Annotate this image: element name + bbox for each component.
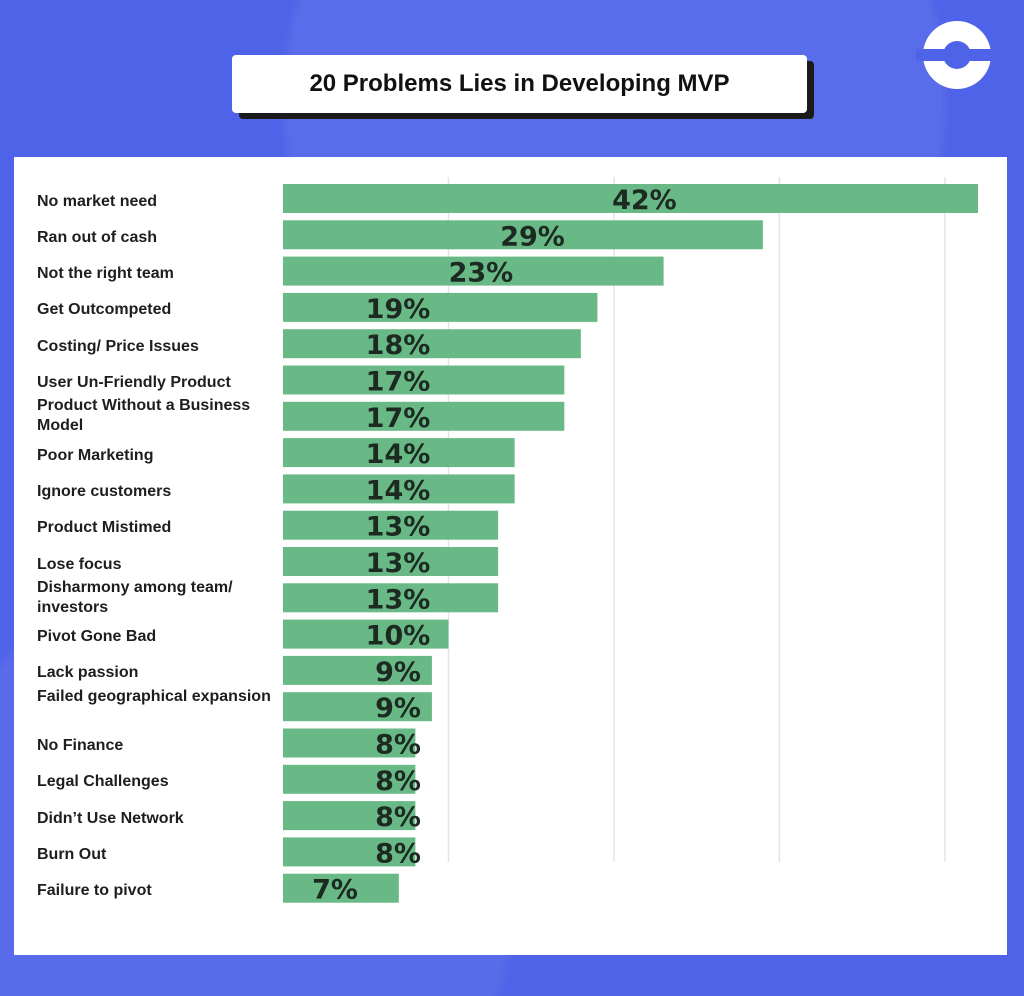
title-banner: 20 Problems Lies in Developing MVP bbox=[232, 55, 807, 113]
bar-4 bbox=[283, 292, 598, 322]
bar-14 bbox=[283, 655, 432, 685]
circle-ring-logo-icon bbox=[916, 21, 998, 89]
category-label-7: Product Without a Business Model bbox=[37, 397, 251, 435]
category-label-3: Not the right team bbox=[37, 265, 174, 283]
bar-value-label-1: 42% bbox=[612, 185, 677, 216]
category-label-13: Pivot Gone Bad bbox=[37, 628, 157, 646]
category-label-16: No Finance bbox=[37, 737, 124, 754]
bar-value-label-18: 8% bbox=[375, 802, 421, 833]
bar-8 bbox=[283, 438, 515, 468]
bar-2 bbox=[283, 220, 763, 250]
bar-value-label-9: 14% bbox=[366, 475, 431, 506]
bar-15 bbox=[283, 692, 432, 722]
bar-3 bbox=[283, 256, 664, 286]
bar-value-label-4: 19% bbox=[366, 294, 431, 325]
category-label-4: Get Outcompeted bbox=[37, 301, 172, 319]
category-label-18: Didn’t Use Network bbox=[37, 809, 184, 827]
bar-19 bbox=[283, 837, 416, 867]
bar-7 bbox=[283, 401, 565, 431]
bar-9 bbox=[283, 474, 515, 504]
category-label-9: Ignore customers bbox=[37, 482, 172, 500]
bar-value-label-5: 18% bbox=[366, 330, 431, 361]
bar-value-label-20: 7% bbox=[312, 875, 358, 906]
bar-value-label-2: 29% bbox=[500, 221, 565, 252]
bar-6 bbox=[283, 365, 565, 395]
category-label-12: Disharmony among team/ investors bbox=[37, 578, 233, 616]
bar-value-label-16: 8% bbox=[375, 730, 421, 761]
bar-17 bbox=[283, 764, 416, 794]
bar-1 bbox=[283, 184, 978, 213]
bar-value-label-12: 13% bbox=[366, 584, 431, 615]
category-label-20: Failure to pivot bbox=[37, 882, 152, 900]
category-label-2: Ran out of cash bbox=[37, 228, 158, 246]
chart-title: 20 Problems Lies in Developing MVP bbox=[309, 70, 730, 97]
bar-13 bbox=[283, 619, 449, 649]
bar-5 bbox=[283, 329, 581, 359]
category-label-5: Costing/ Price Issues bbox=[37, 337, 199, 355]
category-label-14: Lack passion bbox=[37, 664, 139, 682]
bar-10 bbox=[283, 510, 499, 540]
bar-value-label-6: 17% bbox=[366, 367, 431, 398]
bar-11 bbox=[283, 547, 499, 576]
bar-value-label-15: 9% bbox=[375, 693, 421, 724]
bar-value-label-3: 23% bbox=[449, 258, 514, 289]
category-label-10: Product Mistimed bbox=[37, 519, 172, 537]
category-label-11: Lose focus bbox=[37, 555, 122, 573]
bar-value-label-17: 8% bbox=[375, 766, 421, 797]
bar-chart: 42% 29% 23% 19% 18% 17% 17% 14% 14% 13% 13% 13% 10% 9… bbox=[283, 177, 978, 906]
category-label-6: User Un-Friendly Product bbox=[37, 374, 231, 391]
bar-value-label-7: 17% bbox=[366, 403, 431, 434]
category-label-15: Failed geographical expansion bbox=[37, 687, 271, 705]
chart-panel: 42% 29% 23% 19% 18% 17% 17% 14% 14% 13% 13% 13% 10% 9… bbox=[14, 157, 1007, 955]
bar-20 bbox=[283, 873, 399, 903]
category-label-1: No market need bbox=[37, 192, 158, 210]
category-label-17: Legal Challenges bbox=[37, 773, 169, 791]
bar-12 bbox=[283, 583, 499, 613]
bar-value-label-10: 13% bbox=[366, 512, 431, 543]
bar-value-label-19: 8% bbox=[375, 838, 421, 869]
bar-18 bbox=[283, 801, 416, 831]
category-label-8: Poor Marketing bbox=[37, 446, 154, 464]
bar-value-label-13: 10% bbox=[366, 621, 431, 652]
bar-16 bbox=[283, 728, 416, 758]
category-label-19: Burn Out bbox=[37, 845, 107, 863]
bar-value-label-11: 13% bbox=[366, 548, 431, 579]
bar-value-label-14: 9% bbox=[375, 657, 421, 688]
bar-value-label-8: 14% bbox=[366, 439, 431, 470]
